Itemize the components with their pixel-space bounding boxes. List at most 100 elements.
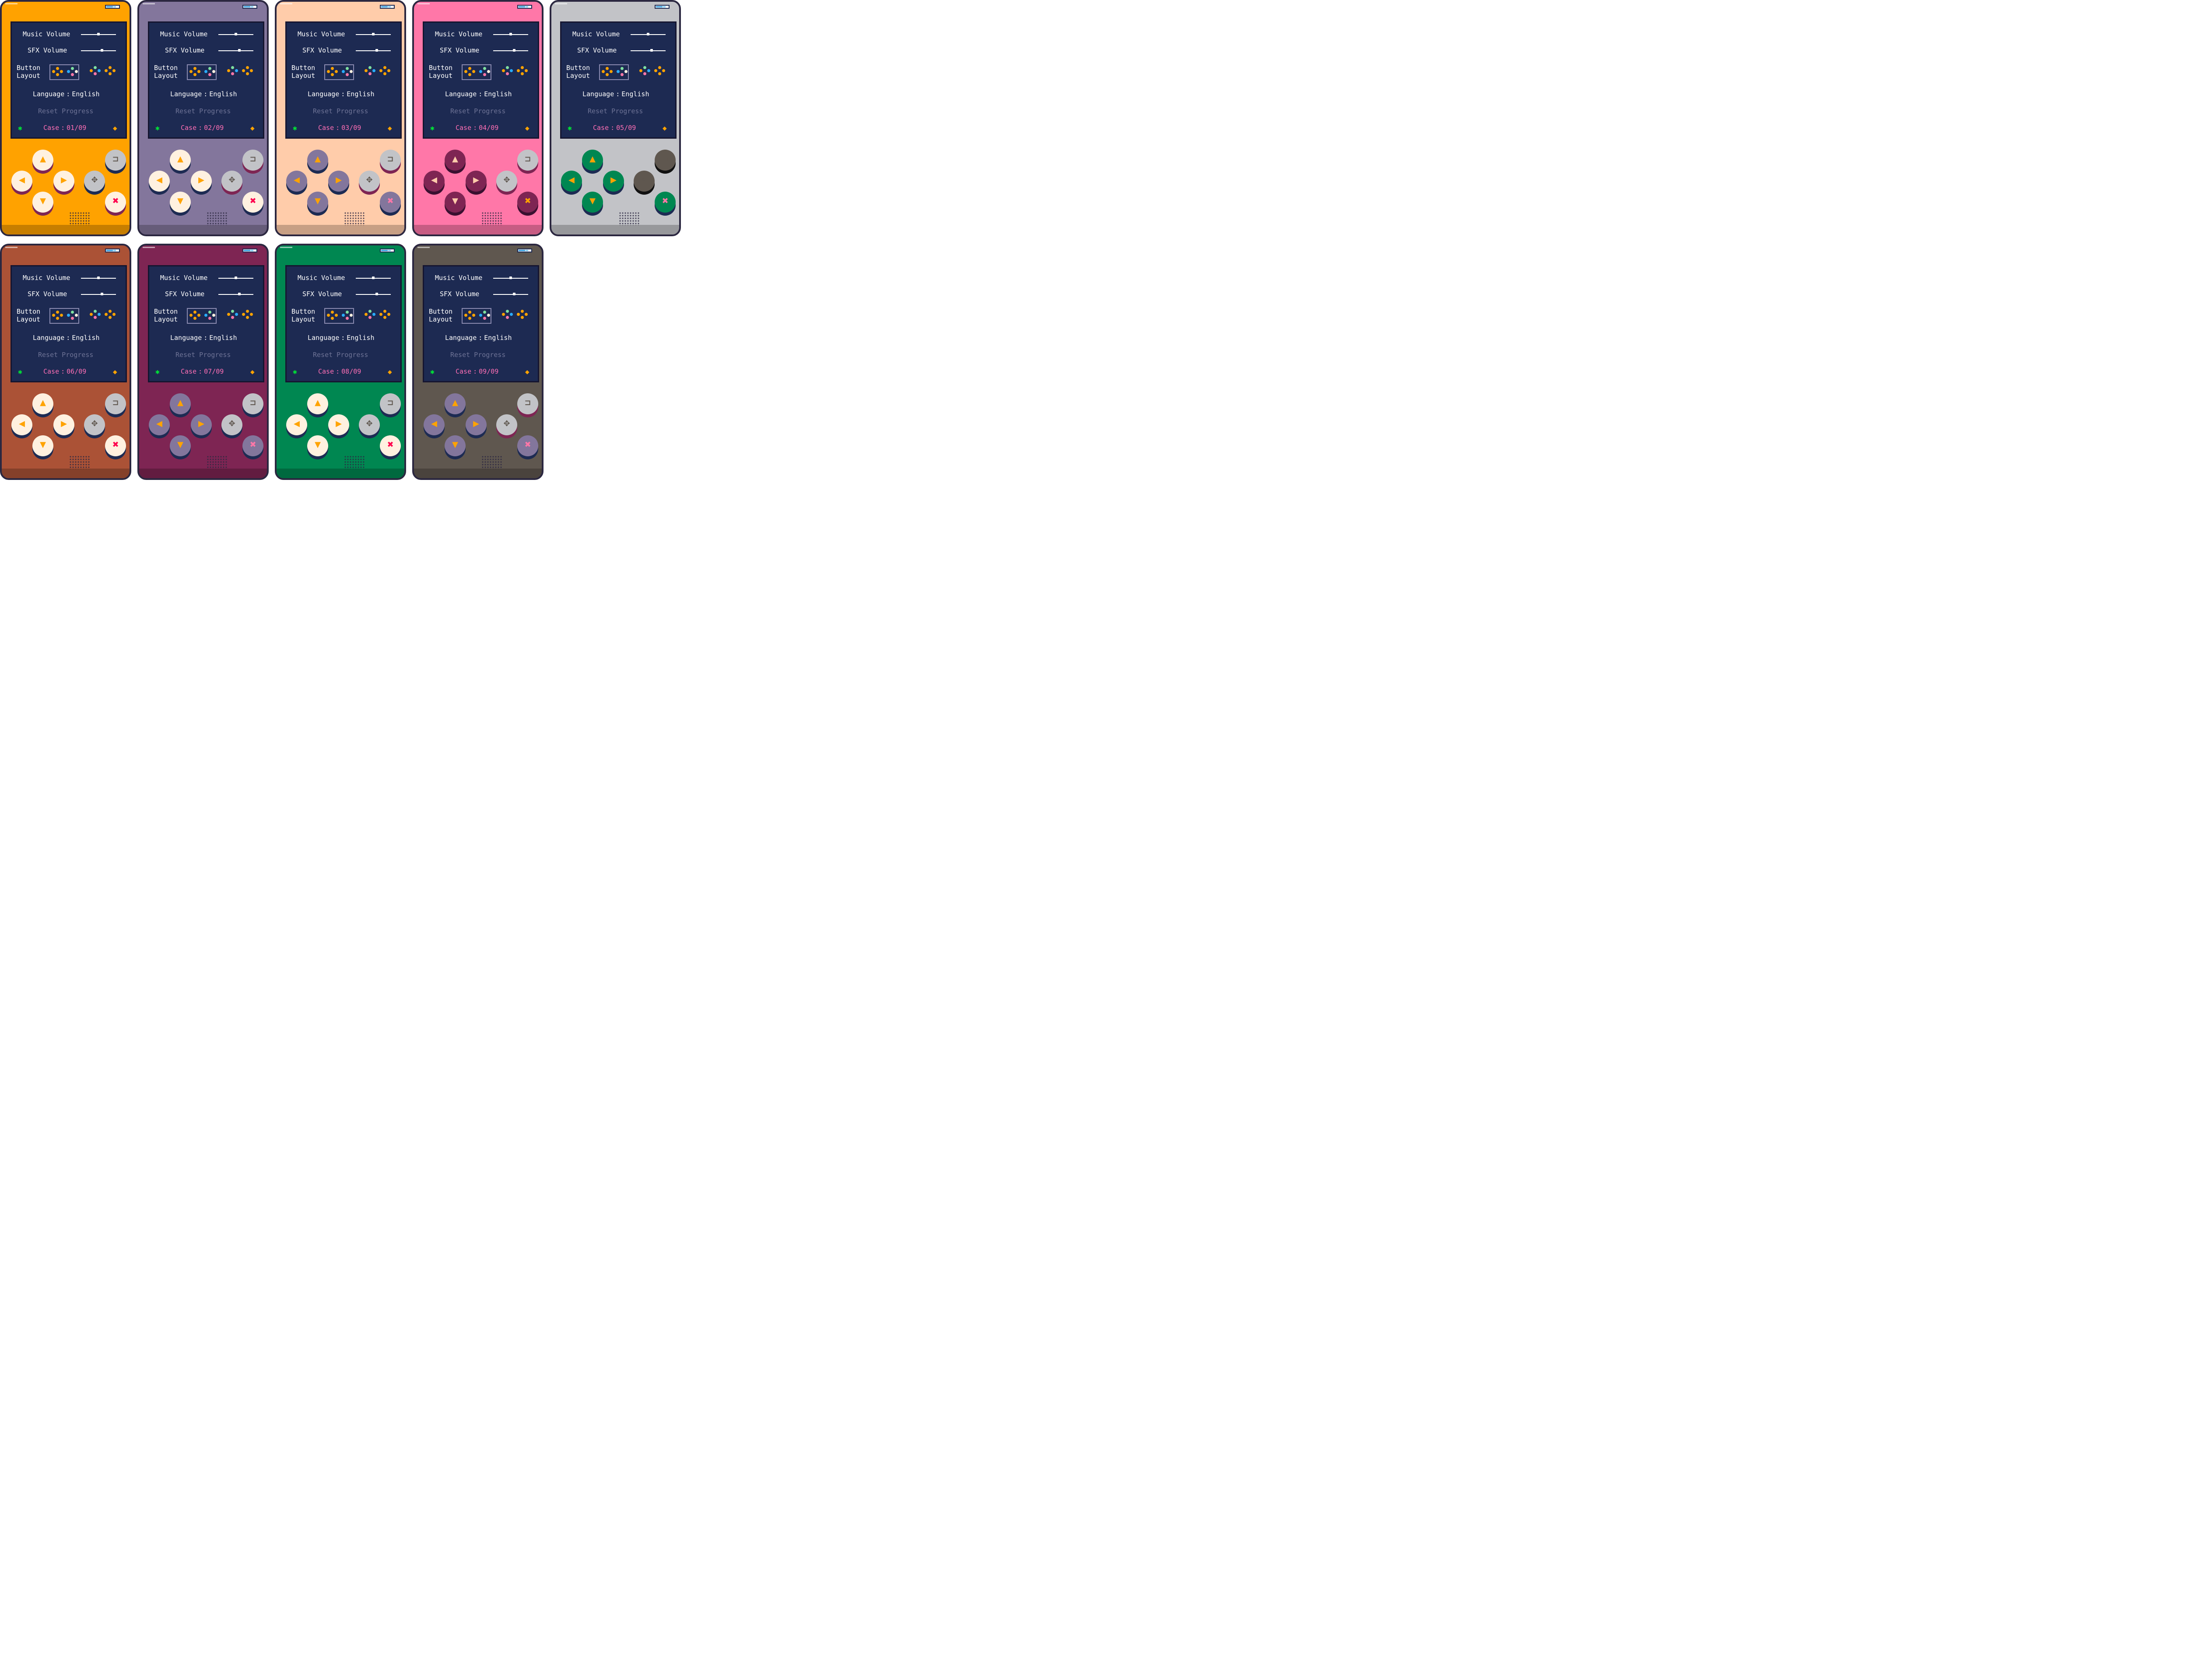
button-layout-option[interactable] [501,308,531,324]
dpad-left-button[interactable]: ◀ [561,171,582,192]
close-button[interactable]: ✖ [380,435,401,456]
back-button[interactable]: ⊐ [380,150,401,171]
back-button[interactable]: ⊐ [242,150,263,171]
music-volume-knob[interactable] [372,276,375,279]
dpad-left-button[interactable]: ◀ [11,414,32,435]
music-volume-knob[interactable] [97,276,100,279]
language-row[interactable]: Language: English [582,91,649,98]
button-layout-option[interactable] [89,308,119,324]
sfx-volume-knob[interactable] [375,293,378,295]
sfx-volume-slider[interactable] [631,49,666,52]
dpad-right-button[interactable]: ▶ [603,171,624,192]
button-layout-option[interactable] [638,64,668,80]
music-volume-knob[interactable] [509,276,512,279]
reset-progress-button[interactable]: Reset Progress [175,351,231,359]
reset-progress-button[interactable]: Reset Progress [38,107,94,115]
dpad-left-button[interactable]: ◀ [149,171,170,192]
dpad-right-button[interactable]: ▶ [328,414,349,435]
dpad-up-button[interactable]: ▲ [445,150,466,171]
dpad-left-button[interactable]: ◀ [149,414,170,435]
music-volume-knob[interactable] [509,33,512,35]
music-volume-slider[interactable] [631,33,666,35]
dpad-up-button[interactable]: ▲ [445,393,466,414]
music-volume-slider[interactable] [81,276,116,279]
sfx-volume-knob[interactable] [238,293,241,295]
back-button[interactable]: ⊐ [105,150,126,171]
dpad-left-button[interactable]: ◀ [286,414,307,435]
sfx-volume-knob[interactable] [650,49,653,52]
reset-progress-button[interactable]: Reset Progress [450,351,506,359]
button-layout-option[interactable] [226,308,256,324]
menu-button[interactable]: ✥ [496,171,517,192]
dpad-right-button[interactable]: ▶ [53,414,74,435]
button-layout-option-selected[interactable] [187,64,217,80]
dpad-right-button[interactable]: ▶ [328,171,349,192]
dpad-down-button[interactable]: ▼ [170,435,191,456]
sfx-volume-knob[interactable] [375,49,378,52]
language-row[interactable]: Language: English [170,91,237,98]
language-row[interactable]: Language: English [445,91,512,98]
button-layout-option-selected[interactable] [324,64,354,80]
language-row[interactable]: Language: English [170,334,237,342]
button-layout-option-selected[interactable] [462,308,491,324]
music-volume-knob[interactable] [235,33,237,35]
dpad-down-button[interactable]: ▼ [32,192,53,213]
music-volume-knob[interactable] [235,276,237,279]
music-volume-slider[interactable] [218,33,253,35]
sfx-volume-knob[interactable] [101,49,103,52]
sfx-volume-slider[interactable] [81,49,116,52]
close-button[interactable]: ✖ [517,192,538,213]
button-layout-option-selected[interactable] [49,308,79,324]
music-volume-slider[interactable] [493,276,528,279]
dpad-down-button[interactable]: ▼ [582,192,603,213]
sfx-volume-knob[interactable] [238,49,241,52]
dpad-down-button[interactable]: ▼ [170,192,191,213]
sfx-volume-knob[interactable] [513,49,515,52]
button-layout-option-selected[interactable] [187,308,217,324]
back-button[interactable]: ⊐ [655,150,676,171]
button-layout-option[interactable] [226,64,256,80]
language-row[interactable]: Language: English [445,334,512,342]
dpad-up-button[interactable]: ▲ [32,150,53,171]
dpad-up-button[interactable]: ▲ [582,150,603,171]
dpad-right-button[interactable]: ▶ [191,414,212,435]
close-button[interactable]: ✖ [242,435,263,456]
music-volume-slider[interactable] [356,276,391,279]
close-button[interactable]: ✖ [517,435,538,456]
sfx-volume-knob[interactable] [513,293,515,295]
menu-button[interactable]: ✥ [359,414,380,435]
menu-button[interactable]: ✥ [496,414,517,435]
back-button[interactable]: ⊐ [517,393,538,414]
menu-button[interactable]: ✥ [359,171,380,192]
button-layout-option[interactable] [364,308,393,324]
sfx-volume-knob[interactable] [101,293,103,295]
close-button[interactable]: ✖ [105,435,126,456]
dpad-down-button[interactable]: ▼ [445,192,466,213]
dpad-left-button[interactable]: ◀ [424,171,445,192]
dpad-up-button[interactable]: ▲ [307,393,328,414]
sfx-volume-slider[interactable] [81,293,116,295]
music-volume-knob[interactable] [372,33,375,35]
dpad-down-button[interactable]: ▼ [32,435,53,456]
music-volume-slider[interactable] [81,33,116,35]
dpad-left-button[interactable]: ◀ [286,171,307,192]
button-layout-option[interactable] [501,64,531,80]
reset-progress-button[interactable]: Reset Progress [313,107,368,115]
language-row[interactable]: Language: English [33,91,100,98]
sfx-volume-slider[interactable] [493,49,528,52]
sfx-volume-slider[interactable] [493,293,528,295]
sfx-volume-slider[interactable] [218,49,253,52]
music-volume-slider[interactable] [218,276,253,279]
back-button[interactable]: ⊐ [380,393,401,414]
close-button[interactable]: ✖ [242,192,263,213]
menu-button[interactable]: ✥ [634,171,655,192]
dpad-down-button[interactable]: ▼ [445,435,466,456]
menu-button[interactable]: ✥ [221,414,242,435]
dpad-left-button[interactable]: ◀ [424,414,445,435]
close-button[interactable]: ✖ [380,192,401,213]
button-layout-option-selected[interactable] [324,308,354,324]
reset-progress-button[interactable]: Reset Progress [175,107,231,115]
button-layout-option[interactable] [364,64,393,80]
dpad-right-button[interactable]: ▶ [466,171,487,192]
dpad-left-button[interactable]: ◀ [11,171,32,192]
